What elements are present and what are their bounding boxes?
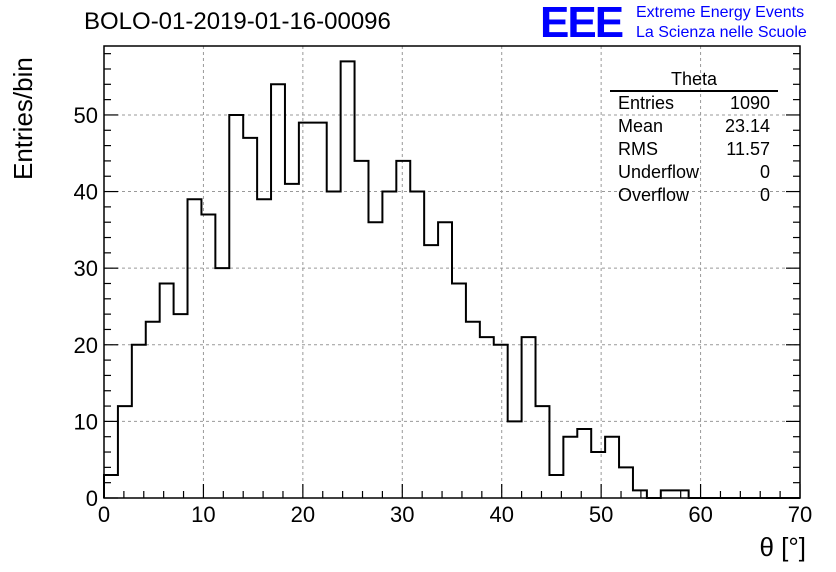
- x-tick-label: 40: [489, 502, 513, 527]
- stats-row: Entries 1090: [610, 92, 778, 115]
- stats-key: Mean: [618, 116, 664, 136]
- stats-value: 0: [759, 185, 770, 205]
- x-tick-label: 20: [291, 502, 315, 527]
- eee-logo-letters: EEE: [540, 0, 624, 47]
- chart-title: BOLO-01-2019-01-16-00096: [84, 8, 391, 35]
- stats-key: Underflow: [618, 162, 700, 182]
- x-tick-label: 30: [390, 502, 414, 527]
- y-axis-label: Entries/bin: [8, 57, 38, 180]
- y-tick-label: 20: [74, 333, 98, 358]
- x-tick-label: 0: [98, 502, 110, 527]
- stats-row: Overflow 0: [610, 184, 778, 207]
- y-tick-label: 50: [74, 103, 98, 128]
- logo-line-1: Extreme Energy Events: [636, 4, 805, 21]
- plot-frame: [103, 45, 801, 499]
- stats-value: 11.57: [726, 139, 770, 159]
- y-tick-label: 30: [74, 256, 98, 281]
- stats-row: Mean 23.14: [610, 115, 778, 138]
- y-tick-label: 10: [74, 409, 98, 434]
- stats-value: 23.14: [724, 116, 770, 136]
- stats-box: Theta Entries 1090 Mean 23.14 RMS 11.57 Und…: [610, 68, 778, 207]
- stats-key: RMS: [618, 139, 658, 159]
- stats-row: Underflow 0: [610, 161, 778, 184]
- stats-value: 0: [759, 162, 770, 182]
- stats-title: Theta: [610, 68, 778, 92]
- stats-key: Overflow: [618, 185, 690, 205]
- x-axis-label: θ [°]: [759, 532, 806, 562]
- eee-logo: EEE Extreme Energy Events La Scienza nel…: [540, 0, 830, 47]
- x-tick-label: 60: [688, 502, 712, 527]
- y-tick-label: 0: [86, 486, 98, 511]
- stats-key: Entries: [618, 93, 675, 113]
- y-tick-label: 40: [74, 180, 98, 205]
- stats-row: RMS 11.57: [610, 138, 778, 161]
- x-tick-label: 70: [788, 502, 812, 527]
- tick-labels: 0 10 20 30 40 50 60 70 0 10 20 30 40 50: [74, 103, 813, 527]
- x-tick-label: 10: [191, 502, 215, 527]
- x-tick-label: 50: [589, 502, 613, 527]
- logo-line-2: La Scienza nelle Scuole: [636, 24, 807, 41]
- histogram-line: [103, 60, 800, 499]
- stats-value: 1090: [729, 93, 770, 113]
